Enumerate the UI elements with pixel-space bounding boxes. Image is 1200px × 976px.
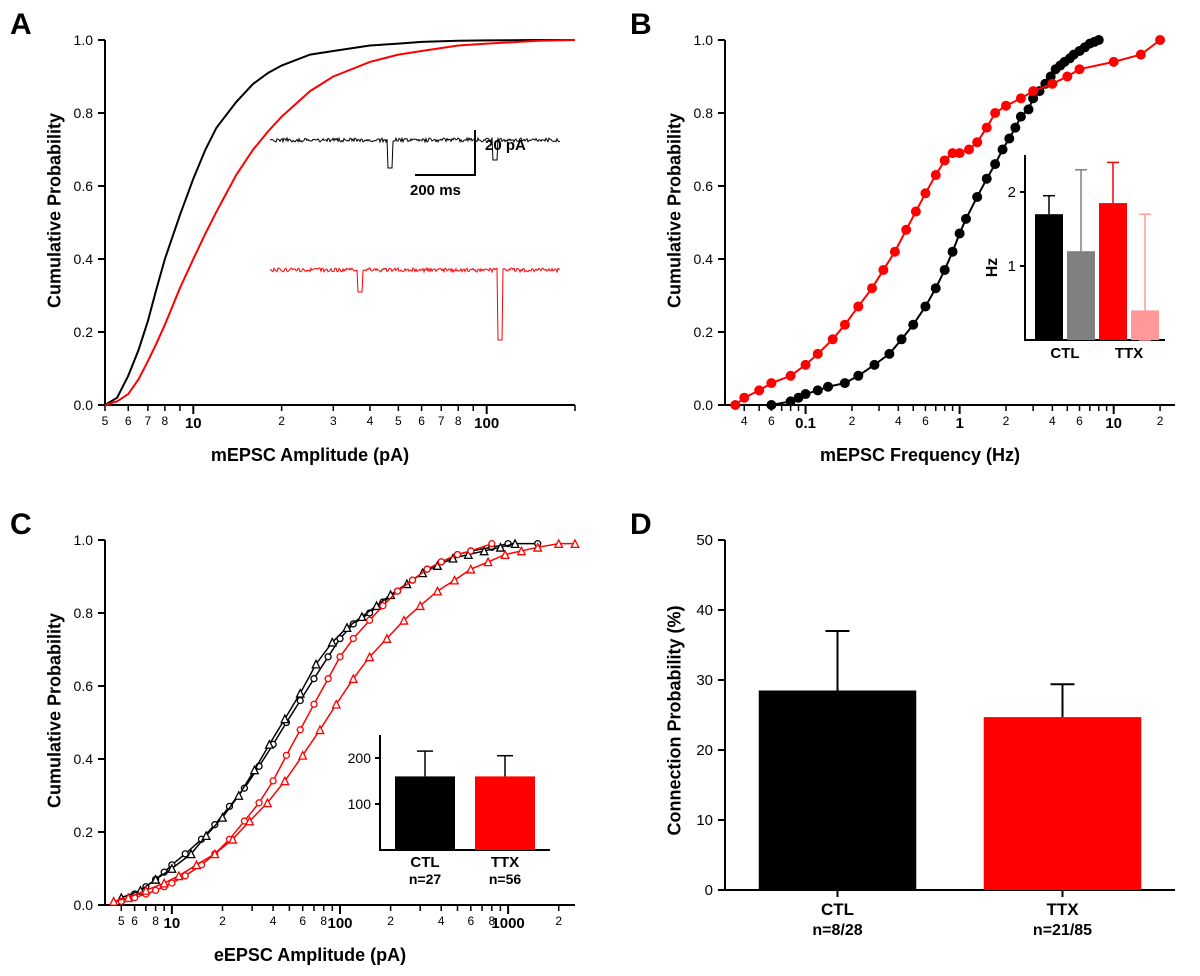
svg-text:8: 8 (152, 914, 159, 928)
svg-text:1.0: 1.0 (694, 32, 714, 48)
svg-text:1.0: 1.0 (74, 532, 94, 548)
svg-text:50: 50 (696, 532, 713, 549)
svg-text:2: 2 (387, 914, 394, 928)
svg-text:10: 10 (185, 415, 202, 432)
panel-A: A Cumulative Probability mEPSC Amplitude… (10, 10, 600, 480)
svg-text:0.1: 0.1 (795, 415, 816, 432)
svg-text:TTX: TTX (1046, 900, 1079, 919)
svg-text:200: 200 (348, 750, 372, 766)
svg-text:2: 2 (555, 914, 562, 928)
svg-text:6: 6 (1076, 414, 1083, 428)
svg-text:0.4: 0.4 (74, 251, 94, 267)
svg-text:n=8/28: n=8/28 (812, 922, 862, 939)
svg-text:n=27: n=27 (409, 871, 442, 887)
svg-text:8: 8 (455, 414, 462, 428)
panel-D: D Connection Probability (%) 01020304050… (630, 510, 1190, 970)
panel-A-plot: 0.00.20.40.60.81.0101005678234567820 pA2… (10, 10, 600, 470)
svg-text:4: 4 (741, 414, 748, 428)
svg-text:8: 8 (320, 914, 327, 928)
panel-C-plot: 0.00.20.40.60.81.01010010005682468246821… (10, 510, 600, 970)
panel-D-plot: 0 10 20 30 40 50 CTL n=8/28 TTX n=21/85 (630, 510, 1190, 970)
svg-text:2: 2 (1008, 184, 1016, 201)
svg-text:6: 6 (467, 914, 474, 928)
svg-text:6: 6 (922, 414, 929, 428)
svg-text:1000: 1000 (491, 915, 524, 932)
svg-text:8: 8 (488, 914, 495, 928)
svg-text:n=56: n=56 (489, 871, 522, 887)
svg-text:0.4: 0.4 (694, 251, 714, 267)
svg-text:0.4: 0.4 (74, 751, 94, 767)
svg-text:2: 2 (278, 414, 285, 428)
panel-B: B Cumulative Probability mEPSC Frequency… (630, 10, 1190, 480)
svg-text:1: 1 (1008, 258, 1016, 275)
svg-text:10: 10 (696, 812, 713, 829)
svg-text:0.8: 0.8 (74, 605, 94, 621)
svg-text:100: 100 (474, 415, 499, 432)
svg-text:CTL: CTL (821, 900, 854, 919)
svg-text:6: 6 (125, 414, 132, 428)
svg-text:2: 2 (849, 414, 856, 428)
svg-text:6: 6 (299, 914, 306, 928)
svg-text:2: 2 (1157, 414, 1164, 428)
svg-text:6: 6 (768, 414, 775, 428)
svg-text:5: 5 (102, 414, 109, 428)
svg-text:4: 4 (1049, 414, 1056, 428)
svg-text:20: 20 (696, 742, 713, 759)
svg-text:5: 5 (395, 414, 402, 428)
svg-text:0.0: 0.0 (74, 897, 94, 913)
svg-text:2: 2 (219, 914, 226, 928)
svg-text:0.0: 0.0 (694, 397, 714, 413)
svg-text:0: 0 (705, 882, 713, 899)
svg-text:4: 4 (895, 414, 902, 428)
svg-text:4: 4 (270, 914, 277, 928)
panel-C: C Cumulative Probability eEPSC Amplitude… (10, 510, 600, 970)
svg-text:5: 5 (118, 914, 125, 928)
svg-text:7: 7 (438, 414, 445, 428)
svg-text:100: 100 (327, 915, 352, 932)
svg-text:0.6: 0.6 (74, 178, 94, 194)
svg-text:7: 7 (145, 414, 152, 428)
svg-text:3: 3 (330, 414, 337, 428)
svg-text:CTL: CTL (410, 854, 439, 871)
svg-text:0.2: 0.2 (74, 324, 94, 340)
svg-text:10: 10 (164, 915, 181, 932)
svg-text:4: 4 (367, 414, 374, 428)
svg-text:1.0: 1.0 (74, 32, 94, 48)
svg-text:CTL: CTL (1050, 345, 1079, 362)
svg-text:10: 10 (1105, 415, 1122, 432)
svg-text:100: 100 (348, 796, 372, 812)
svg-text:8: 8 (162, 414, 169, 428)
svg-text:0.6: 0.6 (74, 678, 94, 694)
svg-text:40: 40 (696, 602, 713, 619)
svg-text:TTX: TTX (1115, 345, 1143, 362)
panel-B-plot: 0.0 0.2 0.4 0.6 0.8 1.0 0.1 1 10 2 4 6 2 4 6 2 4 6 1 2 Hz CTL… (630, 10, 1190, 470)
svg-text:6: 6 (131, 914, 138, 928)
svg-text:Hz: Hz (984, 258, 1001, 278)
svg-text:2: 2 (1003, 414, 1010, 428)
svg-text:0.8: 0.8 (694, 105, 714, 121)
svg-text:0.2: 0.2 (694, 324, 714, 340)
svg-text:0.8: 0.8 (74, 105, 94, 121)
svg-text:0.2: 0.2 (74, 824, 94, 840)
svg-text:TTX: TTX (491, 854, 519, 871)
svg-text:200 ms: 200 ms (410, 182, 461, 199)
svg-text:0.6: 0.6 (694, 178, 714, 194)
svg-text:n=21/85: n=21/85 (1033, 922, 1092, 939)
svg-text:6: 6 (418, 414, 425, 428)
svg-text:0.0: 0.0 (74, 397, 94, 413)
svg-text:1: 1 (955, 415, 963, 432)
svg-text:4: 4 (438, 914, 445, 928)
svg-text:30: 30 (696, 672, 713, 689)
